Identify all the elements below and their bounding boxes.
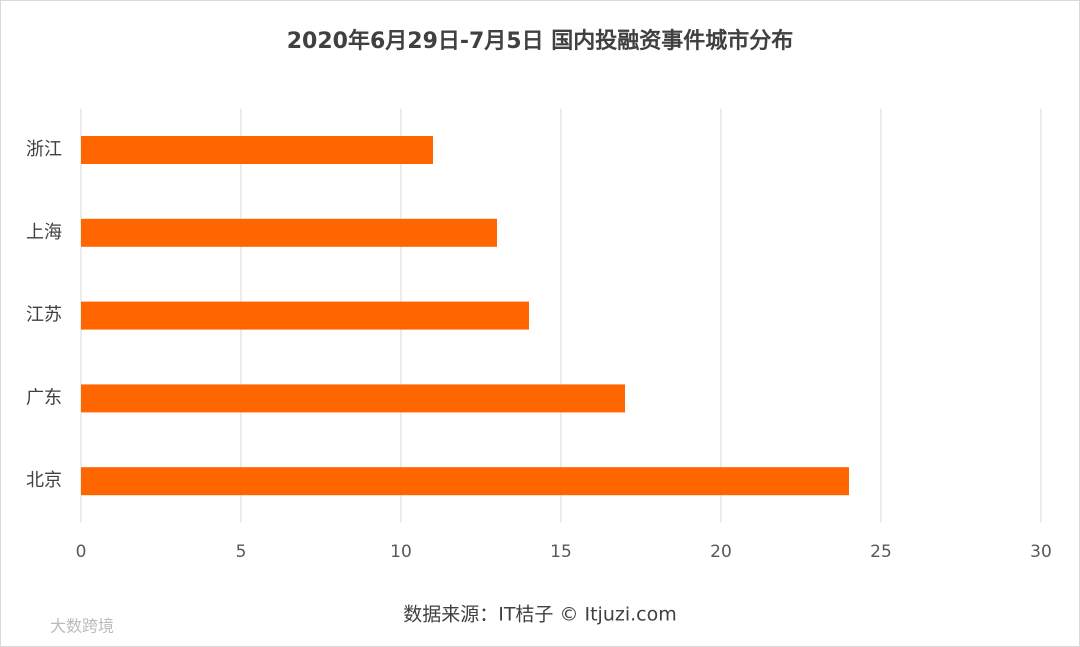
x-tick-label: 5 <box>236 542 247 562</box>
x-tick-label: 25 <box>870 542 892 562</box>
x-tick-label: 20 <box>710 542 732 562</box>
bar <box>81 301 529 330</box>
x-tick-label: 15 <box>550 542 572 562</box>
bar <box>81 218 497 247</box>
source: 数据来源：IT桔子 © Itjuzi.com <box>403 604 677 626</box>
y-tick-label: 北京 <box>26 470 62 491</box>
y-tick-label: 广东 <box>26 387 62 408</box>
y-tick-label: 江苏 <box>26 305 62 326</box>
chart-title: 2020年6月29日-7月5日 国内投融资事件城市分布 <box>287 28 794 54</box>
bar <box>81 467 849 496</box>
y-tick-label: 上海 <box>26 222 62 243</box>
bar <box>81 384 625 413</box>
y-tick-label: 浙江 <box>26 139 62 160</box>
bar <box>81 136 433 164</box>
x-tick-label: 0 <box>76 542 87 562</box>
x-tick-label: 10 <box>390 542 412 562</box>
watermark: 大数跨境 <box>50 617 114 636</box>
x-tick-label: 30 <box>1030 542 1052 562</box>
